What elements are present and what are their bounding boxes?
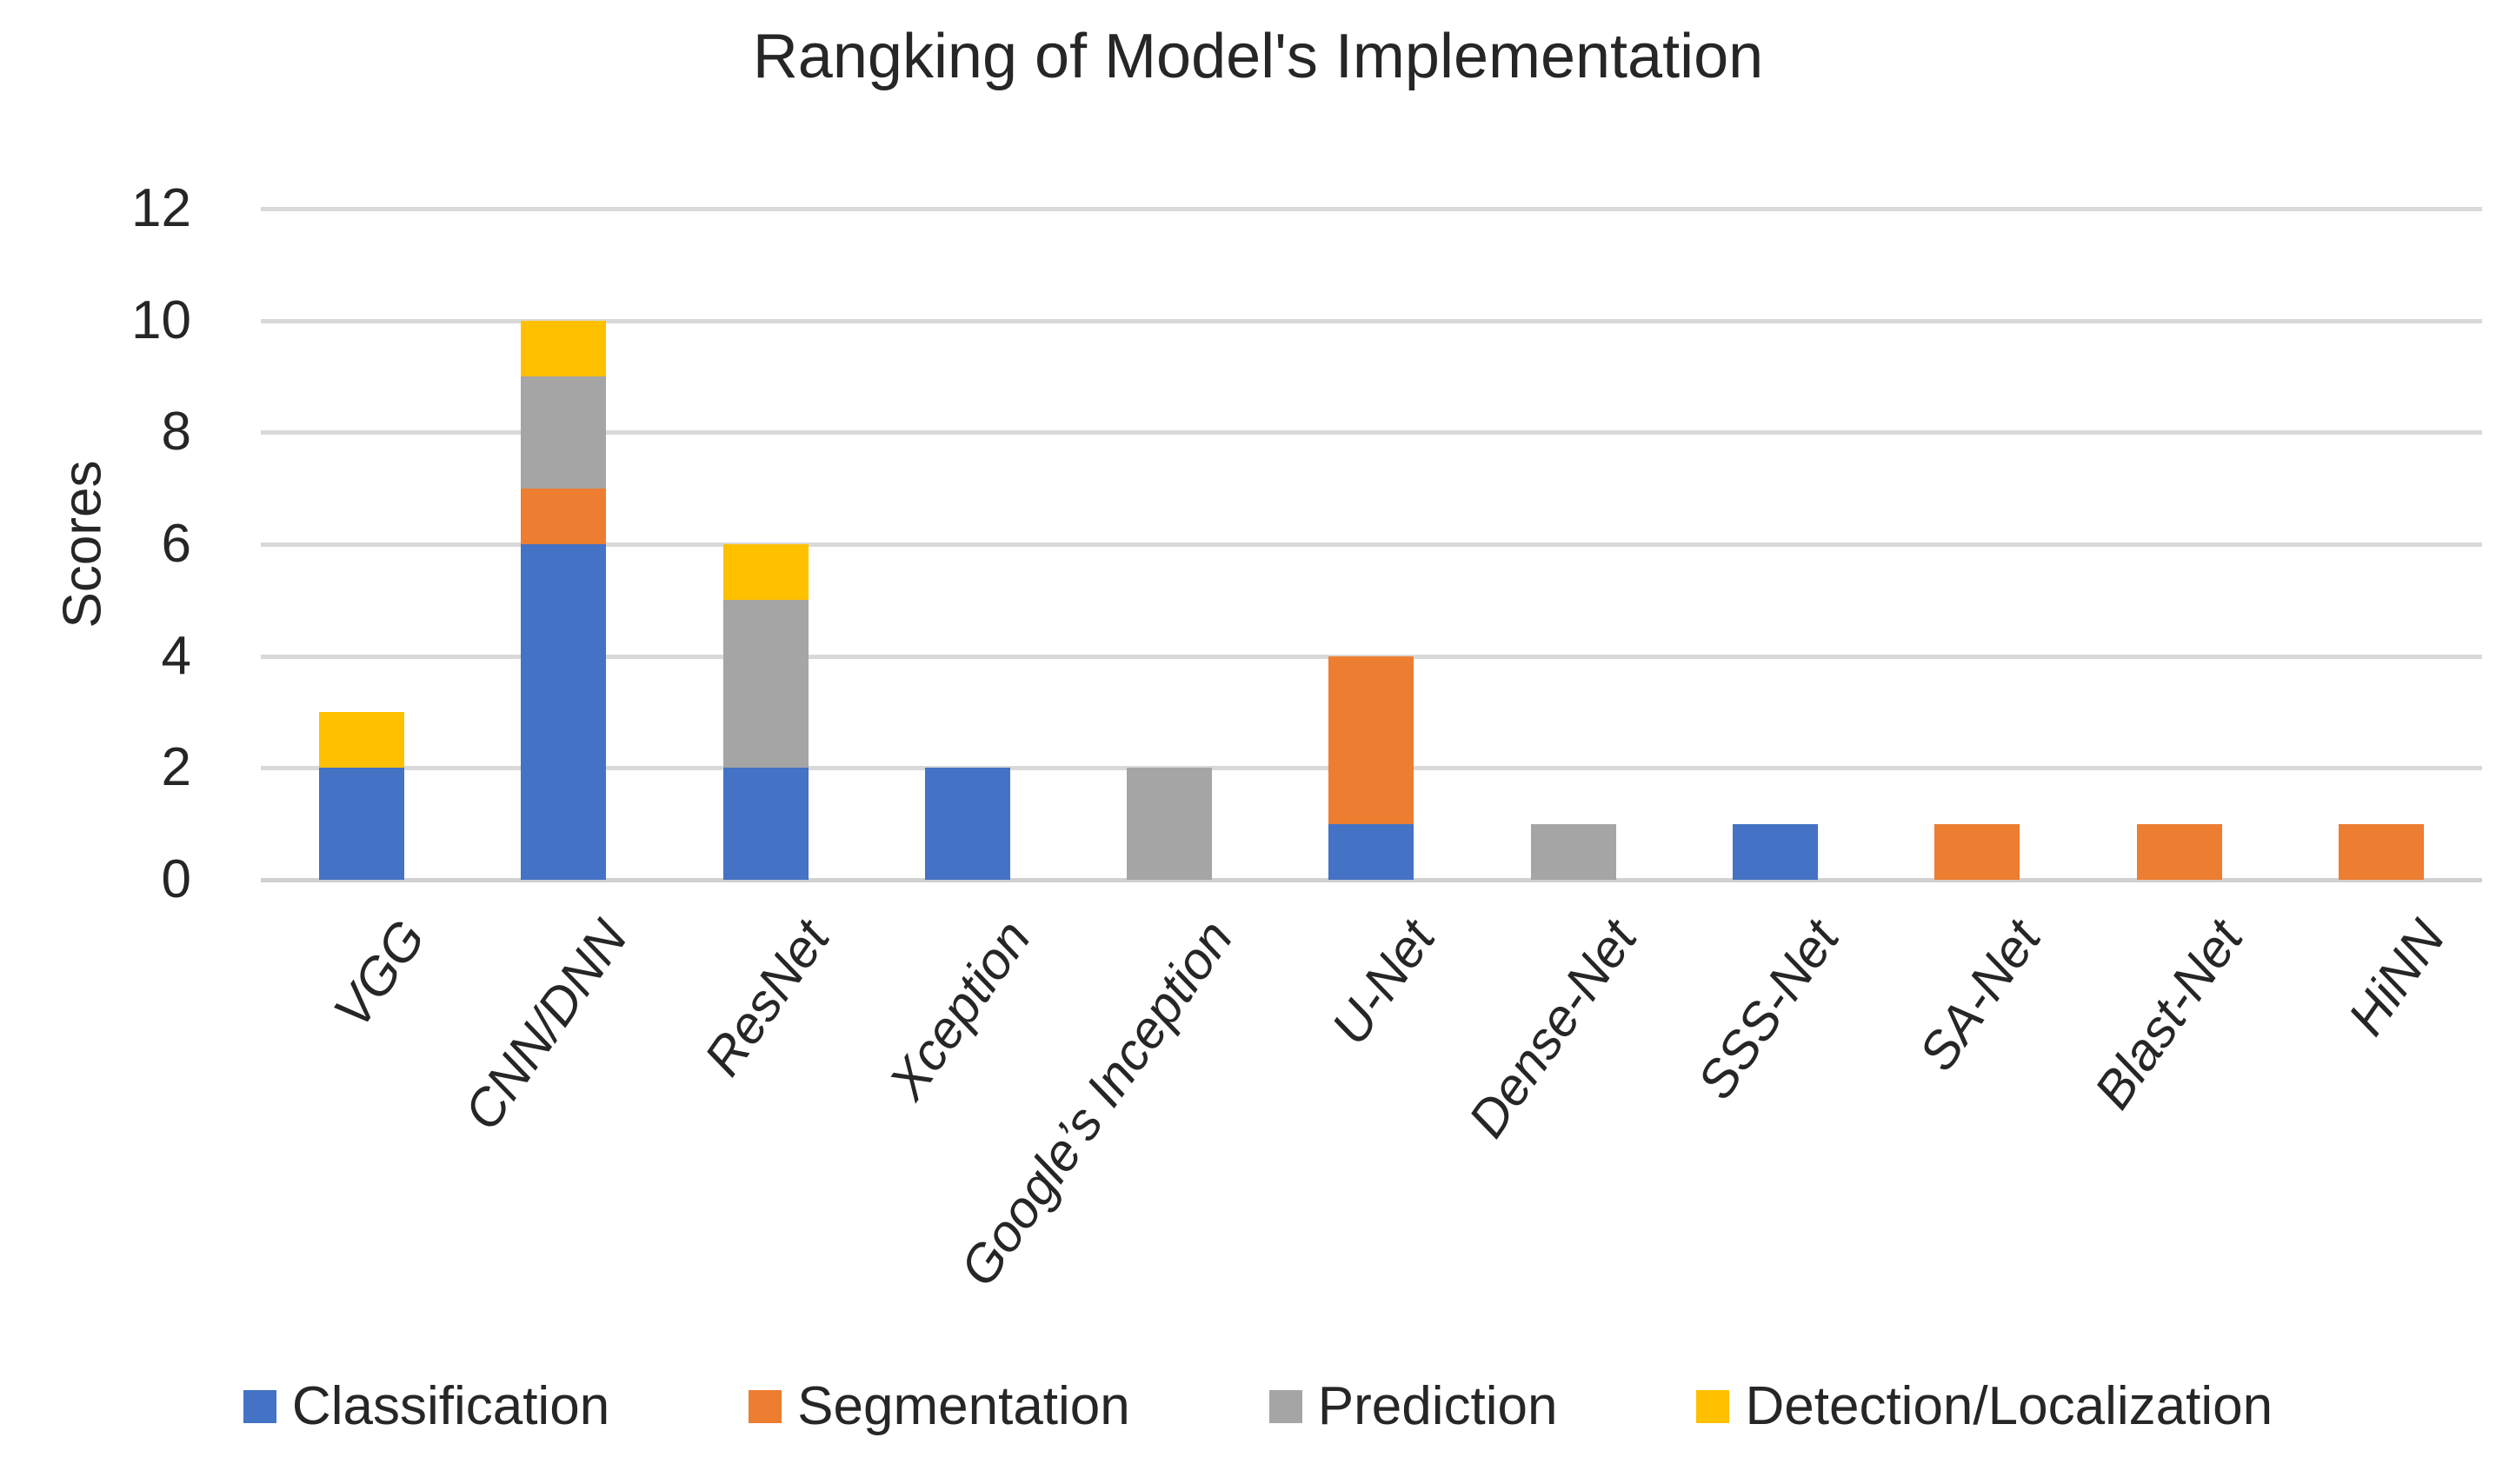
x-axis-label-u-net: U-Net: [1320, 909, 1447, 1055]
x-axis-label-vgg: VGG: [322, 909, 436, 1039]
bar-blast-net: [2136, 823, 2222, 880]
y-tick-label-6: 6: [161, 514, 191, 574]
legend-label-detection-localization: Detection/Localization: [1745, 1376, 2273, 1436]
x-axis-label-cnn-dnn: CNN/DNN: [452, 909, 639, 1141]
x-axis-label-sss-net: SSS-Net: [1685, 909, 1850, 1110]
bar-segment-blast-net-segmentation: [2136, 823, 2222, 880]
y-tick-label-4: 4: [161, 625, 191, 686]
legend-item-classification: Classification: [243, 1375, 609, 1437]
legend-item-prediction: Prediction: [1268, 1375, 1558, 1437]
bar-slot-blast-net: [2078, 209, 2280, 880]
x-axis-baseline: [261, 878, 2482, 882]
y-tick-label-2: 2: [161, 737, 191, 798]
legend-item-detection-localization: Detection/Localization: [1696, 1375, 2273, 1437]
bar-u-net: [1328, 655, 1414, 880]
bar-segment-sa-net-segmentation: [1934, 823, 2020, 880]
legend-label-classification: Classification: [291, 1376, 610, 1436]
bar-cnn-dnn: [521, 320, 607, 880]
bar-segment-vgg-detection-localization: [319, 712, 405, 769]
bar-segment-cnn-dnn-classification: [521, 544, 607, 880]
x-axis-label-sa-net: SA-Net: [1907, 909, 2053, 1081]
bar-slot-u-net: [1270, 209, 1472, 880]
bar-segment-cnn-dnn-detection-localization: [521, 320, 607, 377]
bar-google-s-inception: [1127, 768, 1213, 880]
legend-marker-detection-localization: [1696, 1389, 1730, 1423]
bar-segment-sss-net-classification: [1733, 823, 1819, 880]
y-tick-label-10: 10: [131, 289, 191, 350]
bar-slot-sss-net: [1674, 209, 1876, 880]
plot-area: [261, 207, 2482, 882]
legend: Classification Segmentation Prediction Dete…: [0, 1375, 2516, 1437]
bar-slot-sa-net: [1876, 209, 2078, 880]
legend-marker-segmentation: [749, 1389, 782, 1423]
y-tick-label-12: 12: [131, 178, 191, 238]
y-tick-label-0: 0: [161, 849, 191, 909]
bar-segment-resnet-classification: [722, 768, 809, 880]
legend-label-segmentation: Segmentation: [797, 1376, 1130, 1436]
y-tick-label-8: 8: [161, 402, 191, 463]
bar-segment-google-s-inception-prediction: [1127, 768, 1213, 880]
gridline-y-10: [261, 318, 2482, 323]
bar-segment-resnet-prediction: [722, 600, 809, 769]
gridline-y-12: [261, 207, 2482, 211]
bar-slot-cnn-dnn: [463, 209, 664, 880]
bar-segment-xception-classification: [924, 768, 1010, 880]
gridline-y-6: [261, 542, 2482, 547]
bar-segment-u-net-classification: [1328, 823, 1414, 880]
bar-slot-google-s-inception: [1068, 209, 1270, 880]
bar-sss-net: [1733, 823, 1819, 880]
bar-slot-vgg: [261, 209, 463, 880]
x-axis-label-hinn: HiNN: [2336, 909, 2456, 1046]
bar-dense-net: [1530, 823, 1616, 880]
legend-label-prediction: Prediction: [1317, 1376, 1558, 1436]
bar-sa-net: [1934, 823, 2020, 880]
x-axis-label-resnet: ResNet: [692, 909, 841, 1086]
bar-hinn: [2338, 823, 2424, 880]
bar-segment-cnn-dnn-segmentation: [521, 488, 607, 544]
bar-segment-resnet-detection-localization: [722, 544, 809, 601]
bar-segment-vgg-classification: [319, 768, 405, 880]
x-axis-label-dense-net: Dense-Net: [1457, 909, 1648, 1148]
bar-slot-dense-net: [1473, 209, 1674, 880]
bar-vgg: [319, 712, 405, 880]
x-axis-label-xception: Xception: [877, 909, 1042, 1110]
x-axis-label-blast-net: Blast-Net: [2082, 909, 2254, 1120]
chart-title: Rangking of Model's Implementation: [752, 22, 1764, 91]
legend-marker-classification: [243, 1389, 276, 1423]
bar-segment-dense-net-prediction: [1530, 823, 1616, 880]
gridline-y-8: [261, 430, 2482, 436]
bar-segment-hinn-segmentation: [2338, 823, 2424, 880]
bar-slot-xception: [867, 209, 1068, 880]
bar-resnet: [722, 544, 809, 880]
bar-slot-hinn: [2280, 209, 2482, 880]
bar-segment-u-net-segmentation: [1328, 655, 1414, 824]
bar-xception: [924, 768, 1010, 880]
bar-segment-cnn-dnn-prediction: [521, 376, 607, 489]
bar-slot-resnet: [665, 209, 867, 880]
legend-marker-prediction: [1268, 1389, 1302, 1423]
legend-item-segmentation: Segmentation: [749, 1375, 1130, 1437]
